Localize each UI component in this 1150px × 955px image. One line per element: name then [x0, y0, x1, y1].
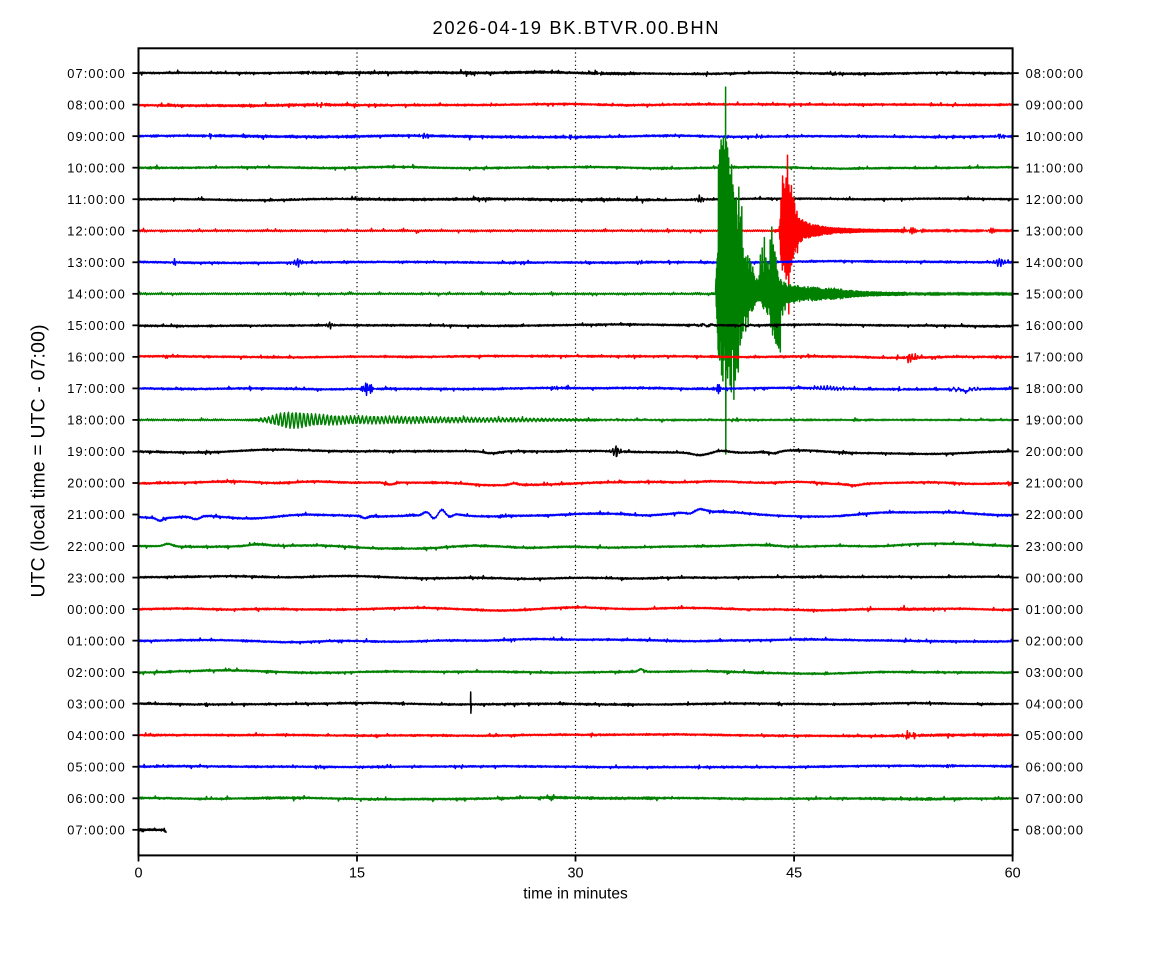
svg-text:45: 45	[786, 865, 802, 881]
svg-text:06:00:00: 06:00:00	[1026, 760, 1083, 775]
svg-text:19:00:00: 19:00:00	[1026, 413, 1083, 428]
svg-text:19:00:00: 19:00:00	[67, 444, 124, 459]
svg-text:05:00:00: 05:00:00	[1026, 728, 1083, 743]
svg-text:30: 30	[567, 865, 583, 881]
svg-text:10:00:00: 10:00:00	[1026, 129, 1083, 144]
svg-text:14:00:00: 14:00:00	[1026, 255, 1083, 270]
svg-text:15:00:00: 15:00:00	[1026, 287, 1083, 302]
svg-text:11:00:00: 11:00:00	[67, 192, 124, 207]
svg-text:01:00:00: 01:00:00	[67, 633, 124, 648]
svg-text:11:00:00: 11:00:00	[1026, 160, 1083, 175]
svg-text:07:00:00: 07:00:00	[67, 823, 124, 838]
svg-text:13:00:00: 13:00:00	[1026, 224, 1083, 239]
svg-text:time in minutes: time in minutes	[523, 885, 628, 902]
svg-text:03:00:00: 03:00:00	[67, 696, 124, 711]
svg-text:09:00:00: 09:00:00	[1026, 97, 1083, 112]
svg-text:08:00:00: 08:00:00	[1026, 66, 1083, 81]
svg-text:04:00:00: 04:00:00	[67, 728, 124, 743]
svg-text:18:00:00: 18:00:00	[67, 413, 124, 428]
svg-text:22:00:00: 22:00:00	[1026, 507, 1083, 522]
svg-text:20:00:00: 20:00:00	[1026, 444, 1083, 459]
svg-text:18:00:00: 18:00:00	[1026, 381, 1083, 396]
svg-text:0: 0	[134, 865, 142, 881]
svg-text:14:00:00: 14:00:00	[67, 287, 124, 302]
svg-text:10:00:00: 10:00:00	[67, 160, 124, 175]
svg-text:16:00:00: 16:00:00	[1026, 318, 1083, 333]
svg-text:07:00:00: 07:00:00	[67, 66, 124, 81]
svg-text:08:00:00: 08:00:00	[1026, 823, 1083, 838]
svg-text:23:00:00: 23:00:00	[1026, 539, 1083, 554]
svg-text:23:00:00: 23:00:00	[67, 570, 124, 585]
svg-text:00:00:00: 00:00:00	[1026, 570, 1083, 585]
svg-text:09:00:00: 09:00:00	[67, 129, 124, 144]
svg-text:60: 60	[1005, 865, 1021, 881]
svg-text:12:00:00: 12:00:00	[1026, 192, 1083, 207]
svg-text:17:00:00: 17:00:00	[67, 381, 124, 396]
svg-text:UTC (local time = UTC - 07:00): UTC (local time = UTC - 07:00)	[29, 325, 50, 598]
svg-text:17:00:00: 17:00:00	[1026, 350, 1083, 365]
svg-text:21:00:00: 21:00:00	[1026, 476, 1083, 491]
svg-text:16:00:00: 16:00:00	[67, 350, 124, 365]
svg-text:12:00:00: 12:00:00	[67, 224, 124, 239]
svg-text:06:00:00: 06:00:00	[67, 791, 124, 806]
svg-text:04:00:00: 04:00:00	[1026, 696, 1083, 711]
svg-text:08:00:00: 08:00:00	[67, 97, 124, 112]
svg-text:15:00:00: 15:00:00	[67, 318, 124, 333]
svg-text:2026-04-19 BK.BTVR.00.BHN: 2026-04-19 BK.BTVR.00.BHN	[433, 17, 719, 38]
svg-text:21:00:00: 21:00:00	[67, 507, 124, 522]
svg-text:20:00:00: 20:00:00	[67, 476, 124, 491]
svg-text:07:00:00: 07:00:00	[1026, 791, 1083, 806]
svg-text:13:00:00: 13:00:00	[67, 255, 124, 270]
svg-text:15: 15	[349, 865, 365, 881]
svg-text:03:00:00: 03:00:00	[1026, 665, 1083, 680]
svg-text:02:00:00: 02:00:00	[1026, 633, 1083, 648]
svg-text:05:00:00: 05:00:00	[67, 760, 124, 775]
svg-text:02:00:00: 02:00:00	[67, 665, 124, 680]
svg-text:22:00:00: 22:00:00	[67, 539, 124, 554]
svg-text:01:00:00: 01:00:00	[1026, 602, 1083, 617]
svg-text:00:00:00: 00:00:00	[67, 602, 124, 617]
